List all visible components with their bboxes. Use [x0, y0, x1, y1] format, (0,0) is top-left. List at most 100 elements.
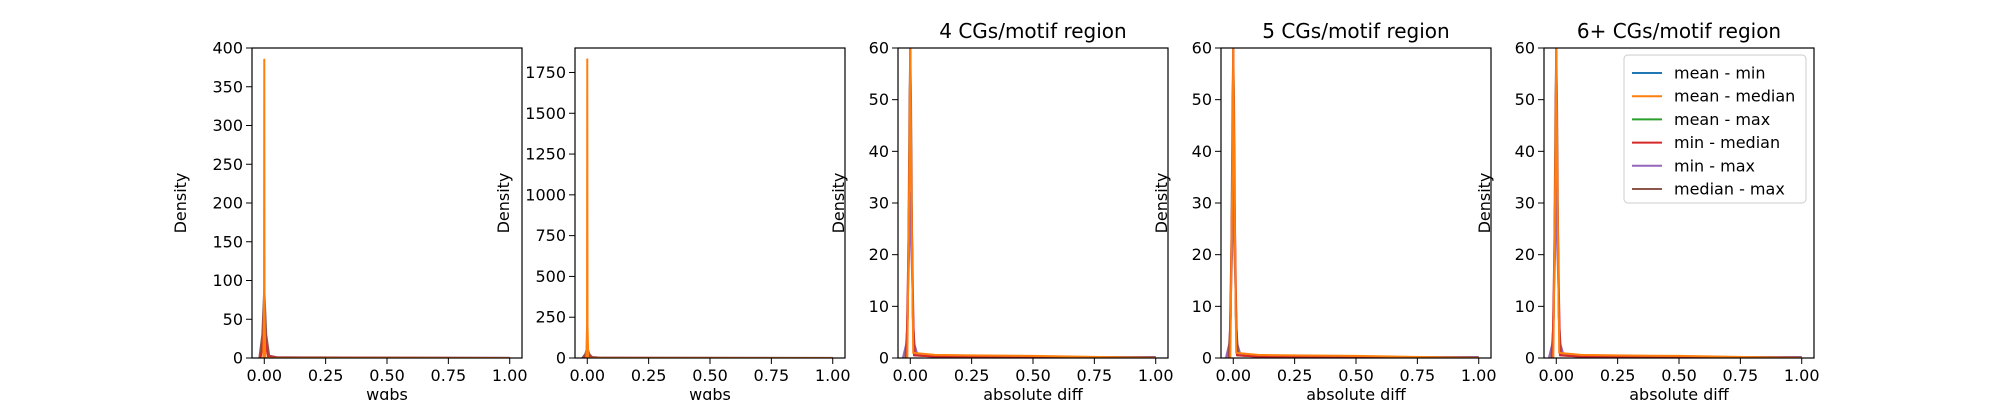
x-axis-label: absolute diff: [983, 385, 1083, 400]
y-tick-label: 400: [212, 39, 243, 58]
plot-area: [581, 58, 833, 358]
density-line-mean-median: [906, 48, 1156, 358]
y-tick-label: 500: [535, 267, 566, 286]
density-line-mean-median: [1552, 48, 1802, 358]
panel-title: 4 CGs/motif region: [939, 19, 1126, 43]
axes-frame: [251, 47, 523, 359]
plot-area: [1547, 48, 1802, 358]
x-tick-label: 0.25: [631, 366, 667, 385]
y-tick-label: 30: [1515, 194, 1535, 213]
legend-entry: median - max: [1674, 180, 1785, 199]
x-tick-label: 0.50: [692, 366, 728, 385]
y-tick-label: 0: [233, 349, 243, 368]
x-axis-label: absolute diff: [1629, 385, 1729, 400]
legend-entry: mean - median: [1674, 87, 1795, 106]
legend-entry: min - median: [1674, 133, 1780, 152]
x-axis-label: wgbs: [689, 385, 731, 400]
plot-area: [1224, 48, 1479, 358]
y-tick-label: 60: [1515, 39, 1535, 58]
x-tick-label: 0.50: [1338, 366, 1374, 385]
density-line-median-max: [581, 346, 833, 358]
axes-frame: [1220, 47, 1492, 359]
y-tick-label: 40: [1192, 142, 1212, 161]
y-tick-label: 60: [1192, 39, 1212, 58]
axes-frame: [897, 47, 1169, 359]
legend-entry: mean - max: [1674, 110, 1770, 129]
legend: mean - min mean - median mean - max min - m…: [1623, 54, 1807, 204]
density-line-min-max: [901, 191, 1156, 358]
density-line-min-median: [1228, 48, 1479, 358]
y-tick-label: 50: [1515, 90, 1535, 109]
x-tick-label: 0.25: [1277, 366, 1313, 385]
density-line-min-max: [258, 310, 510, 358]
x-axis-label: wgbs: [366, 385, 408, 400]
y-tick-label: 1000: [525, 185, 566, 204]
legend-entry: mean - min: [1674, 64, 1766, 83]
panel-title: 6+ CGs/motif region: [1577, 19, 1781, 43]
legend-entry: min - max: [1674, 156, 1755, 175]
y-tick-label: 200: [212, 194, 243, 213]
x-tick-label: 0.75: [1400, 366, 1436, 385]
y-tick-label: 1250: [525, 145, 566, 164]
y-tick-label: 10: [1515, 297, 1535, 316]
x-tick-label: 0.00: [246, 366, 282, 385]
x-tick-label: 0.00: [892, 366, 928, 385]
panel-1: 0.00 0.25 0.50 0.75 1.00 0 50 100 150 200 250 300 35…: [171, 39, 528, 400]
x-tick-label: 0.00: [1215, 366, 1251, 385]
y-tick-label: 60: [869, 39, 889, 58]
y-tick-label: 300: [212, 116, 243, 135]
density-line-median-max: [1227, 48, 1479, 358]
x-tick-label: 0.75: [754, 366, 790, 385]
y-tick-label: 150: [212, 232, 243, 251]
y-tick-label: 30: [1192, 194, 1212, 213]
density-line-median-max: [258, 287, 510, 358]
y-tick-label: 0: [879, 349, 889, 368]
x-tick-label: 0.25: [1600, 366, 1636, 385]
y-tick-label: 350: [212, 77, 243, 96]
plot-area: [901, 48, 1156, 358]
density-line-min-max: [1224, 181, 1479, 358]
density-line-min-median: [259, 302, 510, 358]
y-tick-label: 750: [535, 226, 566, 245]
y-tick-label: 250: [212, 155, 243, 174]
x-tick-label: 0.75: [1077, 366, 1113, 385]
density-line-median-max: [904, 48, 1156, 358]
y-tick-label: 20: [869, 245, 889, 264]
density-line-min-median: [905, 48, 1156, 358]
y-tick-label: 20: [1192, 245, 1212, 264]
axes-frame: [574, 47, 846, 359]
y-tick-label: 0: [1525, 349, 1535, 368]
y-tick-label: 20: [1515, 245, 1535, 264]
x-tick-label: 0.50: [1015, 366, 1051, 385]
y-tick-label: 250: [535, 308, 566, 327]
y-tick-label: 1500: [525, 104, 566, 123]
panel-5: 0.00 0.25 0.50 0.75 1.00 0 10 20 30 40 50 60 absolut…: [1475, 19, 1820, 400]
density-line-mean-median: [585, 58, 833, 358]
y-tick-label: 100: [212, 271, 243, 290]
x-tick-label: 0.00: [1538, 366, 1574, 385]
x-tick-label: 1.00: [1138, 366, 1174, 385]
y-tick-label: 40: [869, 142, 889, 161]
y-axis-label: Density: [829, 173, 848, 234]
y-tick-label: 50: [223, 310, 243, 329]
y-tick-label: 1750: [525, 63, 566, 82]
legend-box: [1623, 54, 1807, 204]
y-tick-label: 0: [1202, 349, 1212, 368]
y-tick-label: 30: [869, 194, 889, 213]
y-axis-label: Density: [494, 173, 513, 234]
x-tick-label: 0.25: [954, 366, 990, 385]
x-tick-label: 0.75: [1723, 366, 1759, 385]
y-tick-label: 0: [556, 349, 566, 368]
y-axis-label: Density: [1152, 173, 1171, 234]
x-tick-label: 1.00: [492, 366, 528, 385]
x-tick-label: 1.00: [815, 366, 851, 385]
x-axis-label: absolute diff: [1306, 385, 1406, 400]
density-line-mean-median: [1229, 48, 1479, 358]
panel-2: 0.00 0.25 0.50 0.75 1.00 0 250 500 750 1000 1250 15…: [494, 47, 851, 400]
x-tick-label: 0.50: [1661, 366, 1697, 385]
density-line-mean-median: [262, 58, 510, 358]
x-tick-label: 0.25: [308, 366, 344, 385]
y-axis-label: Density: [1475, 173, 1494, 234]
y-tick-label: 10: [1192, 297, 1212, 316]
